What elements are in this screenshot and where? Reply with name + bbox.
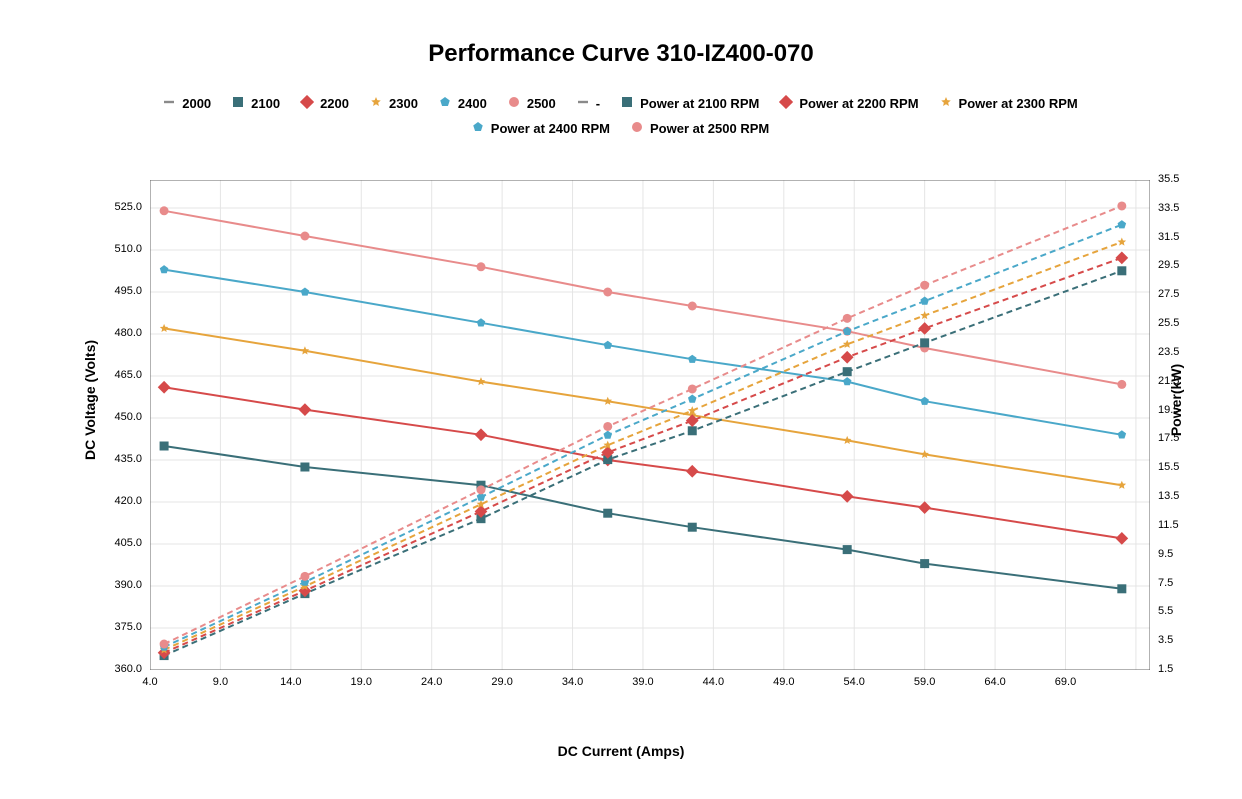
tick-label: 480.0 (114, 327, 142, 339)
tick-label: 21.5 (1158, 375, 1179, 387)
legend-item: 2200 (300, 95, 349, 112)
legend-item: Power at 2100 RPM (620, 95, 759, 112)
dash-icon (576, 95, 590, 112)
tick-label: 525.0 (114, 201, 142, 213)
legend-item: - (576, 95, 600, 112)
tick-label: 450.0 (114, 411, 142, 423)
tick-label: 17.5 (1158, 432, 1179, 444)
legend-item: 2400 (438, 95, 487, 112)
tick-label: 34.0 (562, 676, 583, 688)
legend-item: Power at 2200 RPM (779, 95, 918, 112)
square-icon (620, 95, 634, 112)
x-axis-label: DC Current (Amps) (0, 743, 1242, 759)
legend-item: Power at 2400 RPM (471, 120, 610, 137)
tick-label: 3.5 (1158, 634, 1173, 646)
legend-label: Power at 2100 RPM (640, 96, 759, 111)
legend-label: Power at 2500 RPM (650, 121, 769, 136)
legend-label: 2200 (320, 96, 349, 111)
tick-label: 44.0 (703, 676, 724, 688)
tick-label: 31.5 (1158, 231, 1179, 243)
pentagon-icon (471, 120, 485, 137)
legend-label: 2500 (527, 96, 556, 111)
tick-label: 9.0 (213, 676, 228, 688)
tick-label: 19.0 (351, 676, 372, 688)
tick-label: 465.0 (114, 369, 142, 381)
legend-label: 2400 (458, 96, 487, 111)
pentagon-icon (438, 95, 452, 112)
tick-label: 405.0 (114, 537, 142, 549)
legend: 2000 2100 2200 2300 2400 2500 - Power at 2100 R… (70, 95, 1170, 145)
tick-label: 27.5 (1158, 288, 1179, 300)
tick-label: 29.5 (1158, 259, 1179, 271)
tick-label: 13.5 (1158, 490, 1179, 502)
tick-label: 420.0 (114, 495, 142, 507)
tick-label: 390.0 (114, 579, 142, 591)
tick-label: 25.5 (1158, 317, 1179, 329)
tick-label: 19.5 (1158, 404, 1179, 416)
chart-title: Performance Curve 310-IZ400-070 (0, 40, 1242, 68)
tick-label: 39.0 (632, 676, 653, 688)
tick-label: 59.0 (914, 676, 935, 688)
plot-area (150, 180, 1150, 670)
legend-label: 2000 (182, 96, 211, 111)
tick-label: 510.0 (114, 243, 142, 255)
tick-label: 14.0 (280, 676, 301, 688)
tick-label: 1.5 (1158, 663, 1173, 675)
dash-icon (162, 95, 176, 112)
tick-label: 33.5 (1158, 202, 1179, 214)
legend-label: - (596, 96, 600, 111)
legend-label: 2100 (251, 96, 280, 111)
tick-label: 4.0 (142, 676, 157, 688)
tick-label: 360.0 (114, 663, 142, 675)
y-left-label: DC Voltage (Volts) (82, 339, 98, 459)
tick-label: 49.0 (773, 676, 794, 688)
tick-label: 9.5 (1158, 548, 1173, 560)
tick-label: 54.0 (844, 676, 865, 688)
legend-label: Power at 2200 RPM (799, 96, 918, 111)
tick-label: 375.0 (114, 621, 142, 633)
tick-label: 23.5 (1158, 346, 1179, 358)
chart-container: Performance Curve 310-IZ400-070 2000 2100… (0, 0, 1242, 799)
tick-label: 24.0 (421, 676, 442, 688)
legend-item: 2100 (231, 95, 280, 112)
diamond-icon (300, 95, 314, 112)
tick-label: 11.5 (1158, 519, 1179, 531)
legend-item: Power at 2500 RPM (630, 120, 769, 137)
star-icon (369, 95, 383, 112)
tick-label: 64.0 (984, 676, 1005, 688)
tick-label: 29.0 (491, 676, 512, 688)
diamond-icon (779, 95, 793, 112)
circle-icon (507, 95, 521, 112)
legend-row-1: 2000 2100 2200 2300 2400 2500 - Power at 2100 R… (70, 95, 1170, 112)
legend-label: Power at 2300 RPM (959, 96, 1078, 111)
legend-item: Power at 2300 RPM (939, 95, 1078, 112)
tick-label: 15.5 (1158, 461, 1179, 473)
legend-row-2: Power at 2400 RPM Power at 2500 RPM (70, 120, 1170, 137)
tick-label: 435.0 (114, 453, 142, 465)
legend-item: 2000 (162, 95, 211, 112)
tick-label: 495.0 (114, 285, 142, 297)
legend-item: 2500 (507, 95, 556, 112)
legend-item: 2300 (369, 95, 418, 112)
square-icon (231, 95, 245, 112)
tick-label: 69.0 (1055, 676, 1076, 688)
legend-label: 2300 (389, 96, 418, 111)
circle-icon (630, 120, 644, 137)
tick-label: 5.5 (1158, 605, 1173, 617)
tick-label: 35.5 (1158, 173, 1179, 185)
tick-label: 7.5 (1158, 577, 1173, 589)
star-icon (939, 95, 953, 112)
legend-label: Power at 2400 RPM (491, 121, 610, 136)
